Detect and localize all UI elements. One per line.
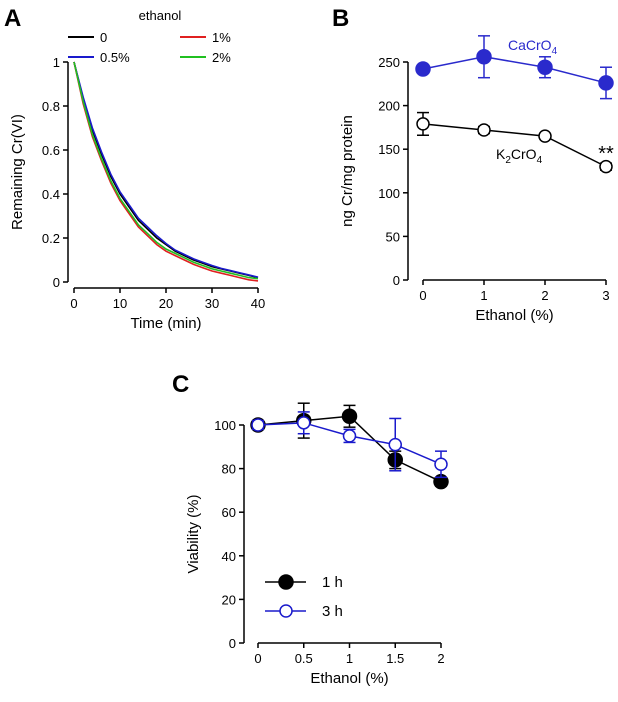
x-tick-label: 1	[480, 288, 487, 303]
y-tick-label: 0	[393, 273, 400, 288]
x-tick-label: 1.5	[386, 651, 404, 666]
legend-label: 1%	[212, 30, 231, 45]
y-tick-label: 20	[222, 592, 236, 607]
x-tick-label: 0	[70, 296, 77, 311]
panel-label-c: C	[172, 371, 189, 398]
series-label-k2cro4: K2CrO4	[496, 146, 543, 166]
series-line-0	[73, 61, 259, 279]
x-tick-label: 20	[159, 296, 173, 311]
y-tick-label: 100	[214, 418, 236, 433]
y-tick-label: 0	[53, 275, 60, 290]
legend-label: 3 h	[322, 603, 343, 620]
y-tick-label: 80	[222, 462, 236, 477]
x-tick-label: 30	[205, 296, 219, 311]
data-point	[537, 59, 553, 75]
y-tick-label: 0.8	[42, 99, 60, 114]
legend-marker	[278, 574, 294, 590]
data-point	[538, 129, 552, 143]
y-axis-label: ng Cr/mg protein	[339, 115, 356, 227]
data-point	[598, 75, 614, 91]
y-axis-label: Viability (%)	[185, 495, 202, 574]
panel-b-chart: 0 50 100 150 200 250 0 1 2 3 Ethanol (%) ng Cr/mg p…	[339, 35, 614, 324]
significance-marker: **	[598, 143, 614, 165]
x-tick-label: 2	[541, 288, 548, 303]
legend-title: ethanol	[139, 8, 182, 23]
x-tick-label: 40	[251, 296, 265, 311]
y-tick-label: 0.4	[42, 187, 60, 202]
legend-label: 2%	[212, 50, 231, 65]
y-tick-label: 150	[378, 142, 400, 157]
series-line-1pct	[73, 61, 259, 282]
data-point	[476, 49, 492, 65]
y-tick-label: 40	[222, 549, 236, 564]
data-point	[388, 437, 402, 452]
data-point	[477, 123, 491, 137]
x-tick-label: 3	[602, 288, 609, 303]
x-tick-label: 1	[346, 651, 353, 666]
panel-label-a: A	[4, 5, 21, 32]
series-line-0.5pct	[73, 61, 259, 278]
data-point	[415, 61, 431, 77]
series-label-cacro4: CaCrO4	[508, 37, 558, 57]
x-tick-label: 0	[419, 288, 426, 303]
x-tick-label: 0.5	[295, 651, 313, 666]
series-line	[422, 56, 607, 84]
data-point	[434, 457, 448, 471]
y-tick-label: 60	[222, 505, 236, 520]
y-tick-label: 200	[378, 99, 400, 114]
legend-label: 0	[100, 30, 107, 45]
y-tick-label: 50	[386, 229, 400, 244]
legend-marker	[279, 604, 293, 618]
x-axis-label: Ethanol (%)	[310, 670, 388, 687]
y-tick-label: 250	[378, 55, 400, 70]
data-point	[342, 429, 357, 443]
data-point	[297, 416, 311, 430]
data-point	[599, 159, 613, 174]
y-tick-label: 1	[53, 55, 60, 70]
x-tick-label: 0	[254, 651, 261, 666]
data-point	[416, 117, 430, 131]
x-axis-label: Time (min)	[130, 315, 201, 332]
y-axis-label: Remaining Cr(VI)	[9, 114, 26, 230]
y-tick-label: 0.2	[42, 231, 60, 246]
x-tick-label: 2	[437, 651, 444, 666]
y-tick-label: 0	[229, 636, 236, 651]
panel-label-b: B	[332, 5, 349, 32]
series-line	[422, 123, 607, 168]
legend-label: 1 h	[322, 574, 343, 591]
legend-label: 0.5%	[100, 50, 130, 65]
data-point	[251, 418, 265, 432]
y-tick-label: 0.6	[42, 143, 60, 158]
x-tick-label: 10	[113, 296, 127, 311]
series-line-2pct	[73, 61, 259, 280]
y-tick-label: 100	[378, 186, 400, 201]
x-axis-label: Ethanol (%)	[475, 307, 553, 324]
panel-c-chart: 0 20 40 60 80 100 0 0.5 1 1.5 2 Ethanol (%) Viabilit…	[185, 402, 449, 687]
data-point	[341, 408, 358, 425]
